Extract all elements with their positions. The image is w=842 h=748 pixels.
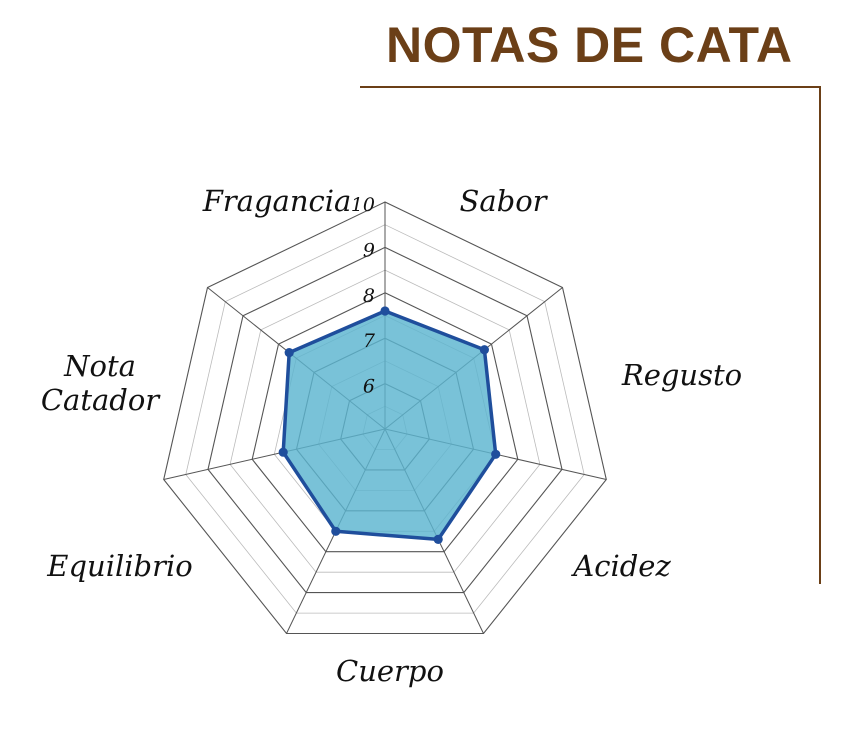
- axis-label: Regusto: [621, 358, 742, 392]
- radial-tick-labels: 6 7 8 9 10: [351, 194, 376, 398]
- grid-ring: [163, 201, 607, 635]
- series-area: [281, 309, 498, 542]
- axis-label: Cuerpo: [336, 654, 444, 688]
- tick-label: 8: [363, 285, 375, 307]
- data-point: [433, 534, 443, 545]
- grid-ring-minor: [229, 269, 541, 573]
- series-points: [278, 306, 501, 545]
- data-point: [278, 447, 288, 457]
- tick-label: 10: [351, 194, 375, 216]
- axis-label: Fragancia: [202, 184, 352, 218]
- grid-ring: [207, 246, 563, 594]
- data-point: [479, 345, 489, 355]
- axis-labels: Fragancia Sabor Regusto Acidez Cuerpo Equilib…: [41, 184, 742, 688]
- data-point: [380, 306, 390, 316]
- axis-label: Sabor: [459, 184, 548, 218]
- tick-label: 6: [363, 376, 375, 398]
- title-rule-horizontal: [360, 86, 821, 88]
- data-point: [331, 526, 341, 536]
- title-rule-vertical: [819, 86, 821, 584]
- tick-label: 7: [363, 330, 376, 352]
- data-point: [491, 449, 501, 459]
- grid-ring-minor: [185, 224, 585, 614]
- page-title: NOTAS DE CATA: [386, 17, 793, 73]
- axis-label: Acidez: [570, 549, 671, 583]
- data-point: [284, 348, 294, 358]
- grid-ring: [251, 292, 519, 553]
- axis-label: Nota Catador: [41, 349, 161, 417]
- axis-label: Equilibrio: [46, 549, 192, 583]
- tick-label: 9: [363, 239, 375, 261]
